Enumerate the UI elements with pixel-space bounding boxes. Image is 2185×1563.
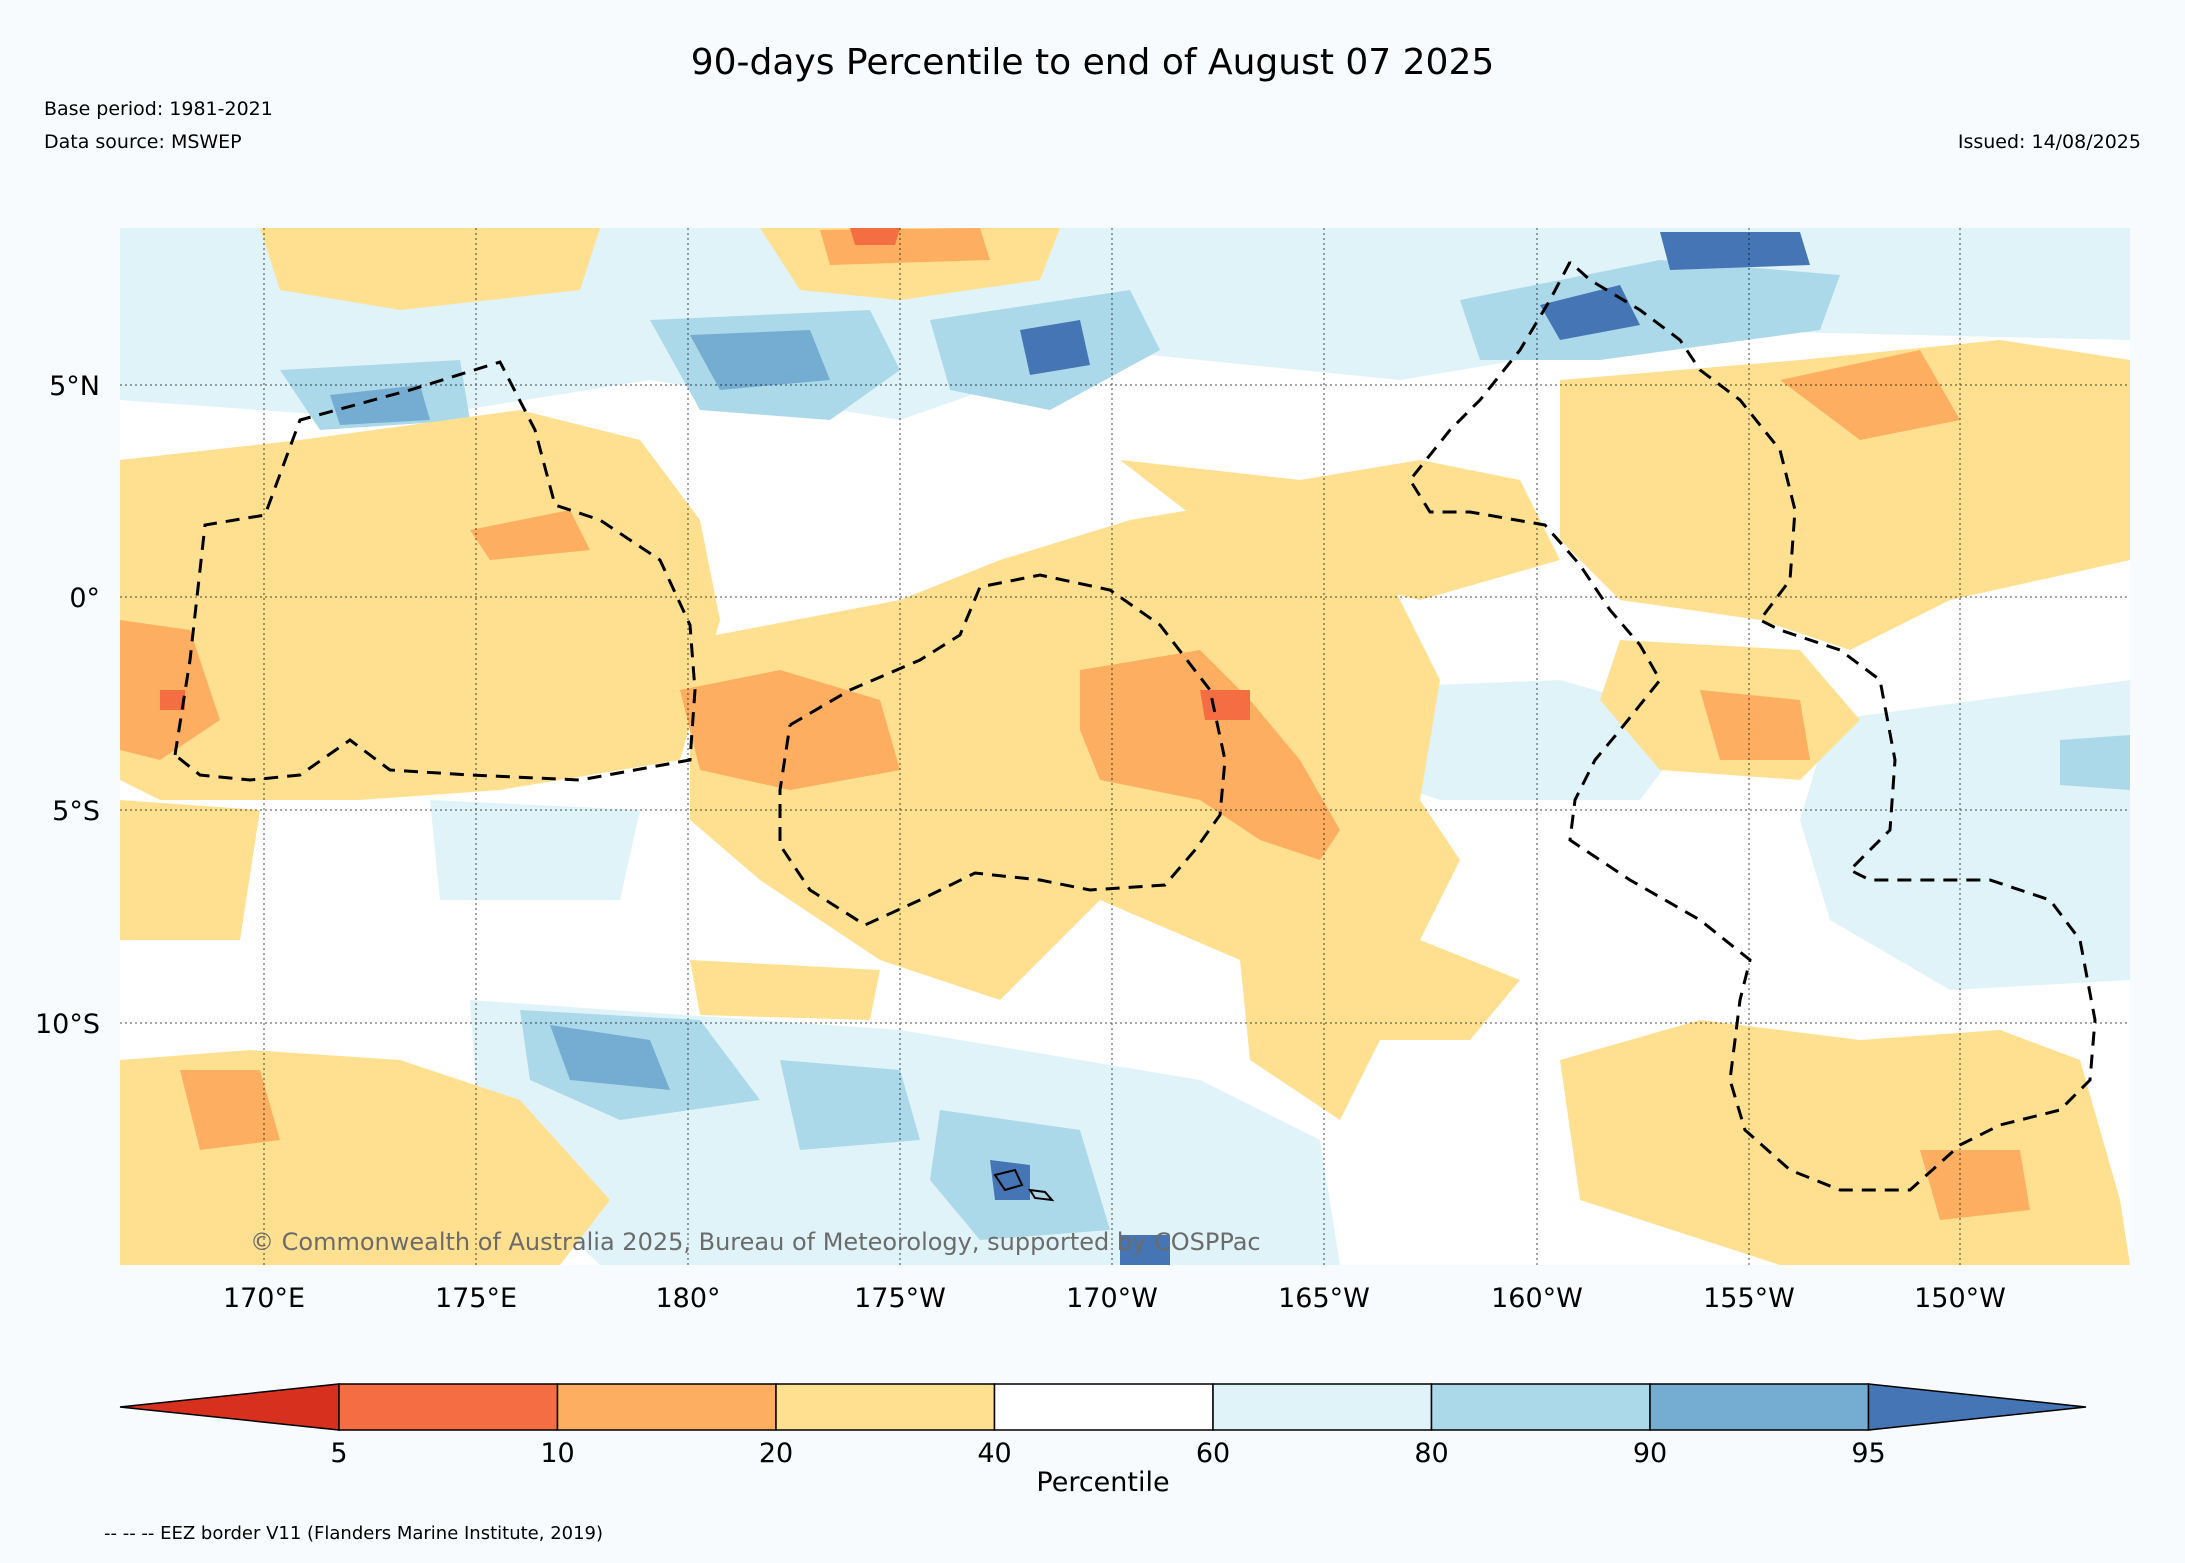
region-10-20-g [470, 510, 590, 560]
region-20-40-north-central [1120, 460, 1560, 600]
colorbar [119, 1383, 2087, 1431]
lon-label-155w: 155°W [1703, 1283, 1795, 1314]
region-20-40-west [120, 410, 720, 800]
region-20-40-west-south [120, 800, 260, 940]
region-gt95-north-b [1540, 285, 1640, 340]
colorbar-lt5 [119, 1383, 340, 1431]
region-gt95-south-c [1120, 1235, 1170, 1265]
colorbar-20-40 [775, 1383, 996, 1431]
eez-border-tokelau [778, 573, 1227, 927]
region-5-10-c [160, 690, 185, 710]
eez-borders [173, 260, 2097, 1192]
region-20-40-east [1560, 340, 2130, 650]
region-60-80-east [1800, 680, 2130, 990]
colorbar-tick-5: 5 [330, 1438, 347, 1469]
region-gt95-north-c [1660, 232, 1810, 270]
lon-label-180: 180° [655, 1283, 720, 1314]
region-90-95-north-a [690, 330, 830, 390]
region-10-20-d [1700, 690, 1810, 760]
colorbar-40-60 [993, 1383, 1214, 1431]
region-10-20-a [680, 670, 900, 790]
data-source: Data source: MSWEP [44, 131, 242, 153]
lon-label-175w: 175°W [854, 1283, 946, 1314]
region-80-90-south-b [780, 1060, 920, 1150]
lat-label-10s: 10°S [35, 1009, 100, 1040]
region-10-20-b [1080, 650, 1340, 860]
region-5-10-a [1200, 690, 1250, 720]
colorbar-60-80 [1212, 1383, 1433, 1431]
region-10-20-e [1780, 350, 1960, 440]
eez-border-kiribati-east [1408, 260, 2097, 1192]
colorbar-tick-60: 60 [1196, 1438, 1230, 1469]
colorbar-10-20 [556, 1383, 777, 1431]
graticule [120, 228, 2130, 1265]
copyright-text: © Commonwealth of Australia 2025, Bureau… [250, 1228, 1261, 1256]
region-gt95-south-b [990, 1160, 1030, 1200]
base-period: Base period: 1981-2021 [44, 98, 273, 120]
colorbar-label: Percentile [1036, 1467, 1169, 1498]
map-panel: © Commonwealth of Australia 2025, Bureau… [35, 228, 2130, 1314]
region-90-95-south-a [550, 1025, 670, 1090]
colorbar-90-95 [1649, 1383, 1870, 1431]
lon-label-170e: 170°E [223, 1283, 305, 1314]
eez-border-note: -- -- -- EEZ border V11 (Flanders Marine… [104, 1523, 604, 1544]
colorbar-tick-90: 90 [1633, 1438, 1667, 1469]
colorbar-tick-80: 80 [1414, 1438, 1448, 1469]
colorbar-tick-40: 40 [977, 1438, 1011, 1469]
lat-label-5n: 5°N [49, 371, 100, 402]
region-20-40-top-west [260, 228, 600, 310]
colorbar-ticks: 5 10 20 40 60 80 90 95 [330, 1438, 1885, 1469]
region-10-20-i [180, 1070, 280, 1150]
region-90-95-north-d [330, 385, 430, 425]
lat-label-0: 0° [69, 583, 100, 614]
lon-label-165w: 165°W [1278, 1283, 1370, 1314]
region-5-10-b [850, 228, 900, 245]
map-title: 90-days Percentile to end of August 07 2… [690, 42, 1495, 83]
lon-label-175e: 175°E [435, 1283, 517, 1314]
colorbar-tick-95: 95 [1851, 1438, 1885, 1469]
colorbar-gt95 [1867, 1383, 2087, 1431]
region-gt95-north-a [1020, 320, 1090, 375]
region-10-20-f [1920, 1150, 2030, 1220]
island-outline [993, 1168, 1055, 1202]
lon-label-160w: 160°W [1491, 1283, 1583, 1314]
issued-date: Issued: 14/08/2025 [1957, 131, 2141, 153]
colorbar-tick-20: 20 [759, 1438, 793, 1469]
region-80-90-north-c [1460, 260, 1840, 360]
colorbar-tick-10: 10 [540, 1438, 574, 1469]
region-80-90-east [2060, 735, 2130, 790]
region-60-80-southwest [430, 800, 640, 900]
colorbar-80-90 [1430, 1383, 1651, 1431]
region-20-40-south-mid [690, 960, 880, 1020]
lon-label-170w: 170°W [1066, 1283, 1158, 1314]
lon-label-150w: 150°W [1914, 1283, 2006, 1314]
colorbar-5-10 [338, 1383, 559, 1431]
region-10-20-h [820, 228, 990, 265]
lat-label-5s: 5°S [52, 796, 100, 827]
